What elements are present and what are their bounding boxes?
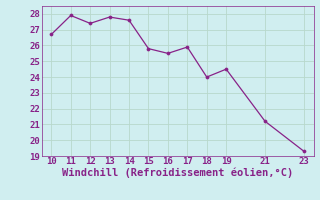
- X-axis label: Windchill (Refroidissement éolien,°C): Windchill (Refroidissement éolien,°C): [62, 168, 293, 178]
